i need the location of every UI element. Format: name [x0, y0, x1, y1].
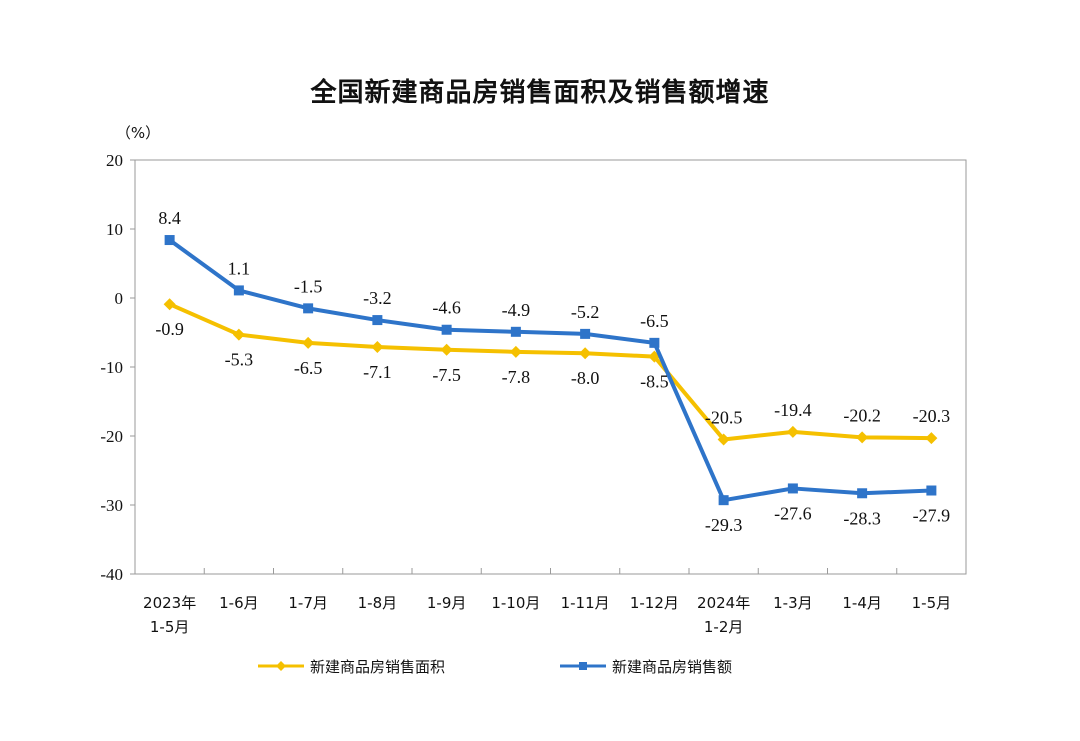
x-tick-label: 1-8月: [358, 594, 398, 612]
data-point: [579, 347, 592, 360]
data-point: [649, 337, 660, 348]
series-layer: [163, 235, 938, 506]
data-point: [509, 345, 522, 358]
data-label: -20.3: [913, 406, 951, 426]
data-label: -4.9: [502, 300, 531, 320]
data-label: -5.3: [225, 350, 254, 370]
data-label: -1.5: [294, 276, 323, 296]
data-label: -7.5: [432, 365, 461, 385]
axes: 20 10 0 -10 -20 -30 -40 （%） 2023年 1-5月 1-6月 1-7月 1-8…: [100, 124, 967, 636]
x-tick-label: 1-3月: [773, 594, 813, 612]
data-label: -27.9: [913, 506, 951, 526]
data-point: [925, 432, 938, 445]
x-tick-label: 1-9月: [427, 594, 467, 612]
data-label: -7.8: [502, 367, 531, 387]
data-point: [372, 315, 383, 326]
data-point: [718, 495, 729, 506]
x-tick-label: 1-11月: [561, 594, 610, 612]
data-point: [303, 303, 314, 314]
y-tick-label: -10: [100, 358, 123, 377]
data-label: -19.4: [774, 400, 812, 420]
data-label: -20.2: [843, 405, 881, 425]
data-label: -20.5: [705, 407, 743, 427]
y-tick-label: -40: [100, 565, 123, 584]
chart-title: 全国新建商品房销售面积及销售额增速: [310, 78, 770, 108]
plot-frame: [134, 159, 967, 575]
data-labels: -0.9 -5.3 -6.5 -7.1 -7.5 -7.8 -8.0 -8.5 -20.5 -19…: [155, 208, 950, 535]
data-point: [856, 431, 869, 444]
x-tick-label: 1-10月: [491, 594, 540, 612]
data-point: [717, 433, 730, 446]
legend-label: 新建商品房销售面积: [310, 658, 445, 676]
x-tick-label: 1-7月: [288, 594, 328, 612]
data-point: [510, 326, 521, 337]
data-point: [857, 488, 868, 499]
x-tick-label: 1-6月: [219, 594, 259, 612]
y-tick-label: 0: [115, 289, 124, 308]
data-label: -6.5: [640, 311, 669, 331]
legend-label: 新建商品房销售额: [612, 658, 732, 676]
data-point: [302, 336, 315, 349]
data-label: -4.6: [432, 298, 461, 318]
data-point: [233, 285, 244, 296]
data-point: [163, 298, 176, 311]
y-unit-label: （%）: [116, 124, 160, 142]
x-tick-label: 1-5月: [150, 618, 190, 636]
data-label: -3.2: [363, 288, 392, 308]
data-label: -7.1: [363, 362, 392, 382]
data-label: -8.5: [640, 372, 669, 392]
data-point: [441, 324, 452, 335]
series-line-2: [168, 238, 932, 503]
data-point: [580, 328, 591, 339]
y-tick-label: -20: [100, 427, 123, 446]
data-label: -0.9: [155, 319, 184, 339]
series-line-1: [168, 302, 932, 442]
x-tick-label: 1-2月: [704, 618, 744, 636]
y-tick-label: 20: [106, 151, 123, 170]
data-point: [232, 328, 245, 341]
legend-marker: [276, 661, 286, 671]
x-tick-label: 2024年: [697, 594, 750, 612]
x-tick-label: 1-4月: [842, 594, 882, 612]
data-label: -5.2: [571, 302, 600, 322]
data-point: [371, 340, 384, 353]
y-tick-label: 10: [106, 220, 123, 239]
x-tick-label: 1-5月: [912, 594, 952, 612]
y-tick-label: -30: [100, 496, 123, 515]
data-label: -27.6: [774, 503, 812, 523]
data-point: [926, 485, 937, 496]
data-label: -29.3: [705, 515, 743, 535]
data-label: 8.4: [158, 208, 181, 228]
legend-marker: [579, 662, 587, 670]
data-point: [164, 235, 175, 246]
data-label: -28.3: [843, 508, 881, 528]
data-point: [786, 425, 799, 438]
data-point: [787, 483, 798, 494]
data-point: [440, 343, 453, 356]
x-tick-label: 1-12月: [630, 594, 679, 612]
data-label: -6.5: [294, 358, 323, 378]
legend: 新建商品房销售面积 新建商品房销售额: [258, 658, 732, 676]
x-tick-label: 2023年: [143, 594, 196, 612]
data-label: 1.1: [228, 258, 251, 278]
data-label: -8.0: [571, 368, 600, 388]
